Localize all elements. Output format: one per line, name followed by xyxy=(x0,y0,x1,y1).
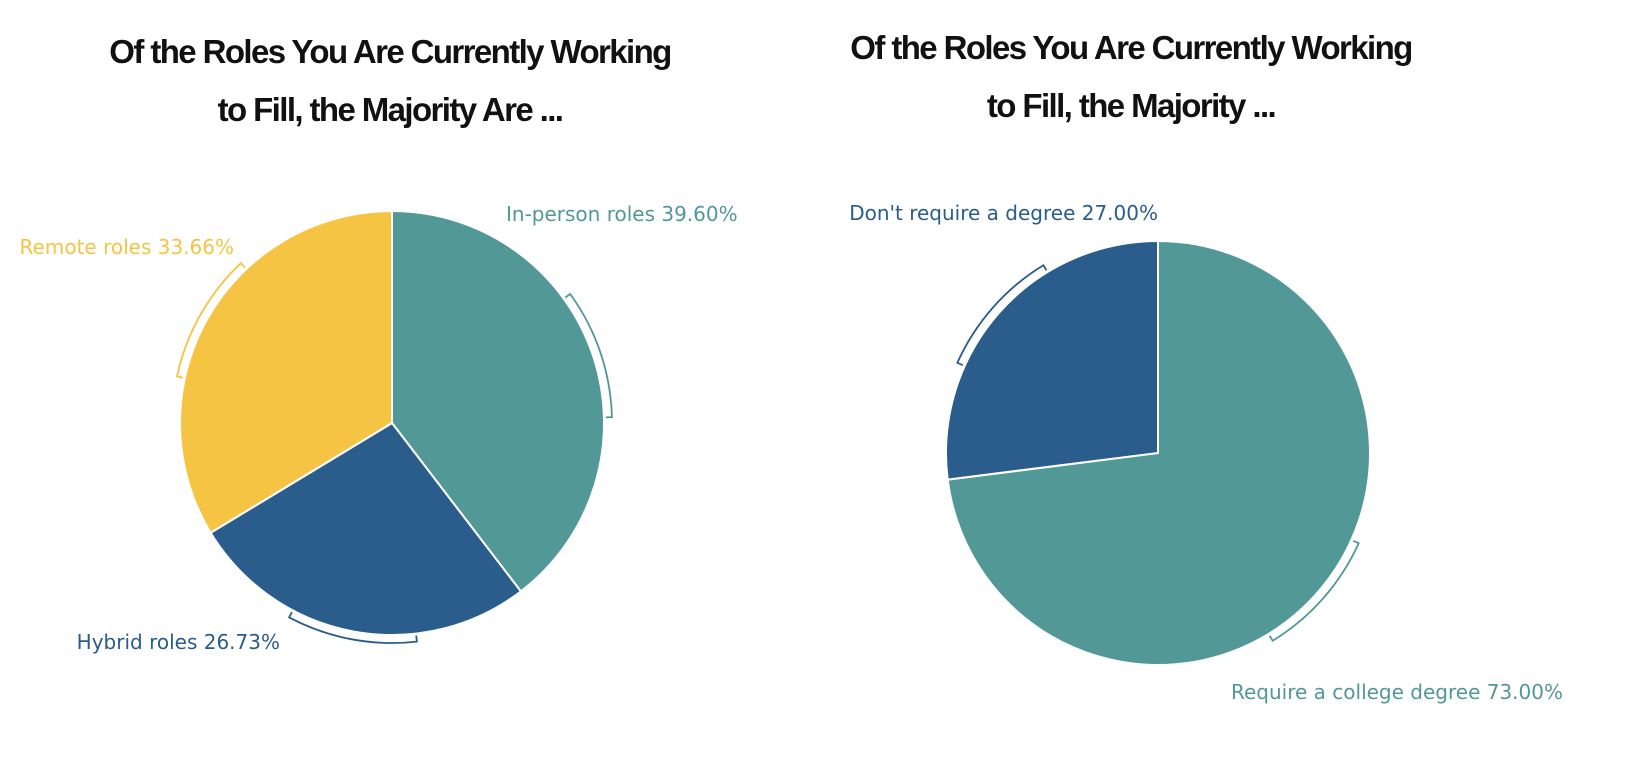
slice-label-don-t-require-a-degree: Don't require a degree 27.00% xyxy=(849,201,1158,225)
pie-slice-in-person-roles xyxy=(391,209,605,593)
chart-title-line-2: to Fill, the Majority ... xyxy=(986,87,1277,124)
leader-line-in-person-roles xyxy=(564,292,613,419)
pie-chart-work-arrangement: In-person roles 39.60% Hybrid roles 26.73… xyxy=(20,202,738,654)
leader-line-remote-roles xyxy=(175,261,246,379)
pie-chart-degree-requirement: Require a college degree 73.00% Don't req… xyxy=(849,201,1563,704)
leader-line-require-a-college-degree xyxy=(1268,539,1360,642)
slice-label-in-person-roles: In-person roles 39.60% xyxy=(506,202,738,226)
chart-left: Of the Roles You Are Currently Working t… xyxy=(0,23,801,654)
chart-title-line-2: to Fill, the Majority Are ... xyxy=(217,91,564,128)
slice-label-require-a-college-degree: Require a college degree 73.00% xyxy=(1231,680,1563,704)
chart-title-line-1: Of the Roles You Are Currently Working xyxy=(109,33,672,70)
slice-label-hybrid-roles: Hybrid roles 26.73% xyxy=(77,630,280,654)
pie-slice-hybrid-roles xyxy=(209,421,523,636)
pie-slice-don-t-require-a-degree xyxy=(945,239,1159,481)
leader-line-don-t-require-a-degree xyxy=(956,264,1048,367)
chart-title: Of the Roles You Are Currently Working t… xyxy=(720,19,1542,135)
chart-title: Of the Roles You Are Currently Working t… xyxy=(0,23,801,139)
pie-slice-remote-roles xyxy=(179,209,393,535)
leader-line-hybrid-roles xyxy=(287,611,418,644)
chart-title-line-1: Of the Roles You Are Currently Working xyxy=(850,29,1413,66)
chart-right: Of the Roles You Are Currently Working t… xyxy=(822,0,1644,764)
slice-label-remote-roles: Remote roles 33.66% xyxy=(20,235,234,259)
